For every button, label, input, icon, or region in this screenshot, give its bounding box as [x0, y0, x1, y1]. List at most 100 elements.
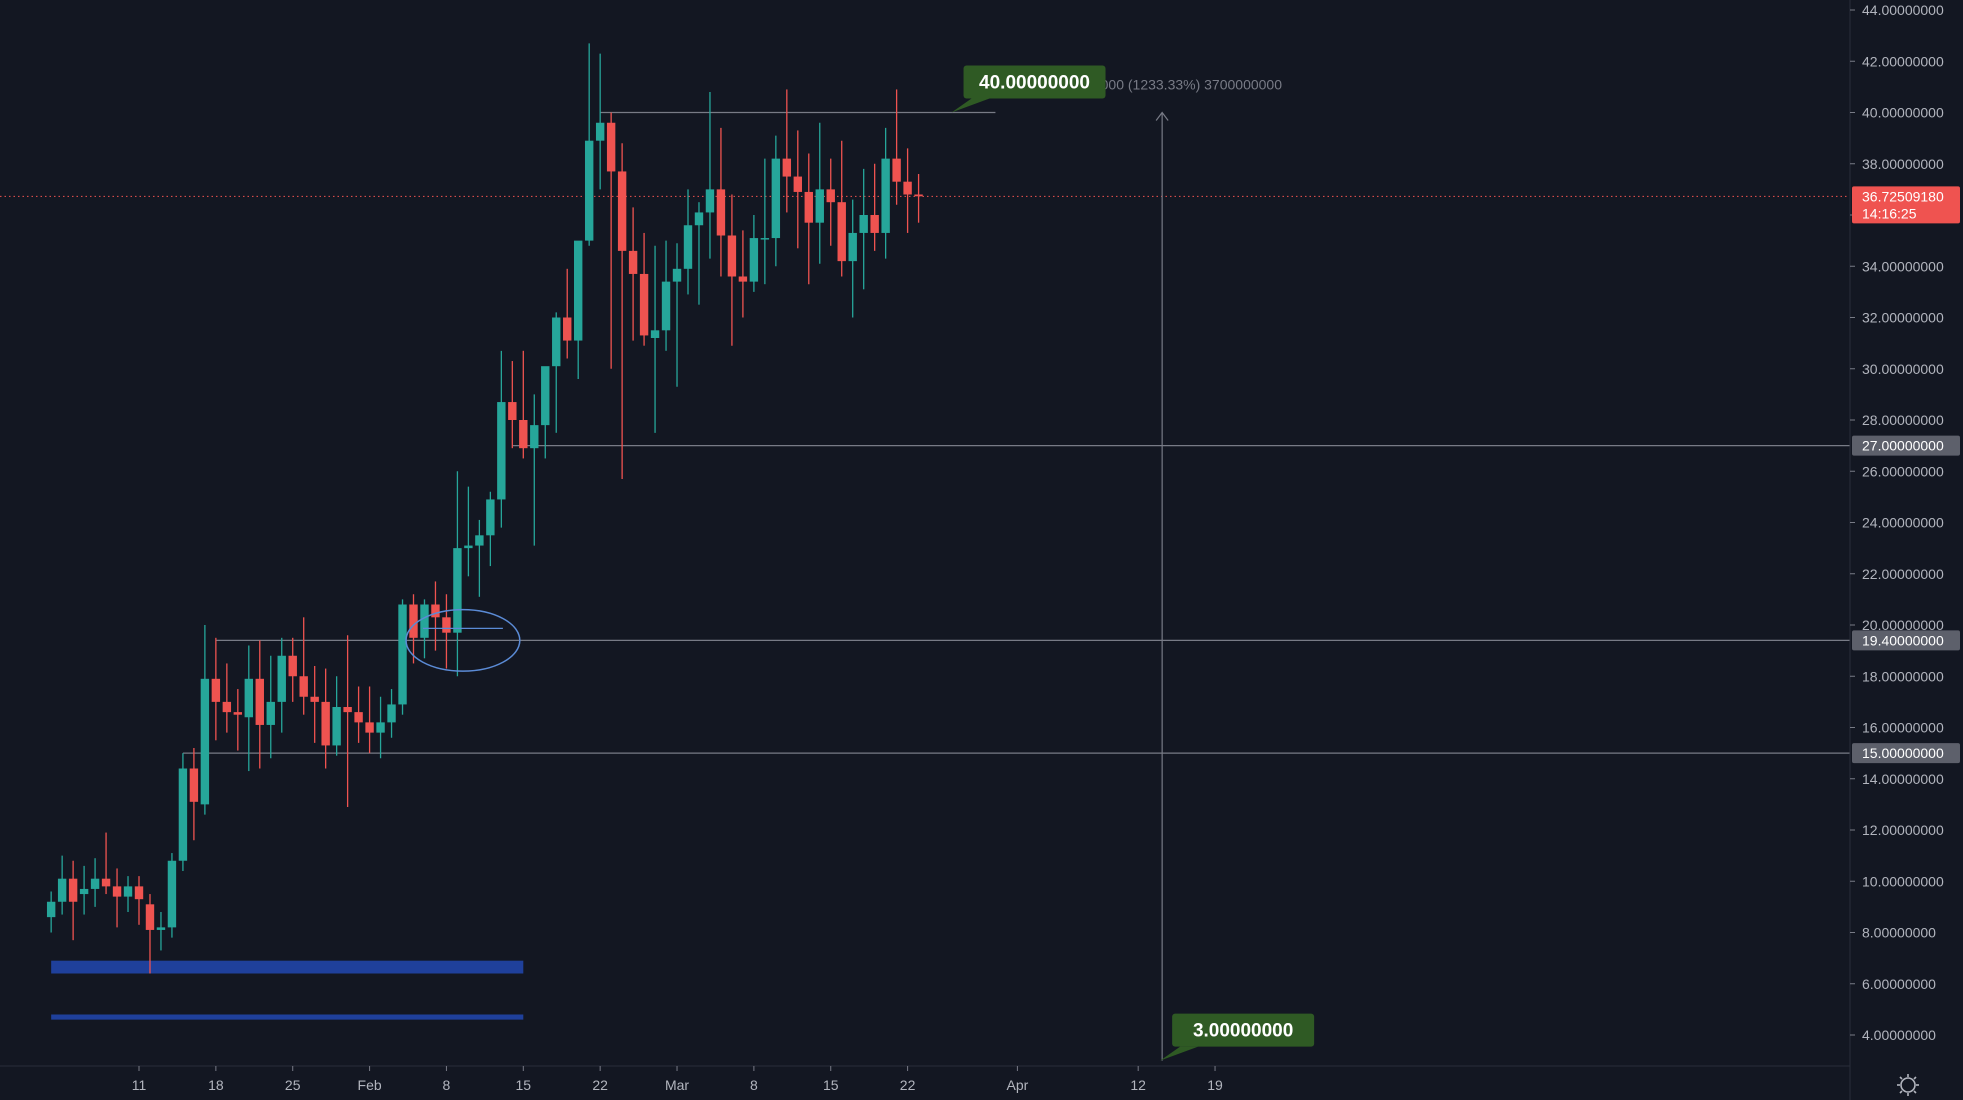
candle-2021-03-08[interactable]	[749, 215, 759, 292]
candle-2021-03-05[interactable]	[716, 127, 726, 277]
candle-2021-03-12[interactable]	[793, 130, 802, 249]
candle-2021-02-24[interactable]	[617, 143, 627, 479]
candle-2021-01-05[interactable]	[68, 860, 78, 941]
candle-2021-03-06[interactable]	[727, 194, 737, 346]
target-label-box	[1172, 1013, 1315, 1047]
candle-2021-02-08[interactable]	[442, 594, 451, 669]
candle-2021-03-07[interactable]	[738, 230, 748, 318]
candle-2021-01-23[interactable]	[266, 655, 275, 759]
candle-2021-01-26[interactable]	[299, 617, 308, 715]
candle-2021-03-09[interactable]	[760, 158, 770, 285]
candle-2021-01-24[interactable]	[277, 637, 286, 733]
breakout-ellipse[interactable]	[405, 608, 521, 672]
candle-2021-03-02[interactable]	[683, 189, 693, 295]
candle-2021-02-28[interactable]	[661, 240, 671, 351]
target-label-1[interactable]: 40.00000000	[951, 65, 1106, 113]
candle-2021-02-03[interactable]	[387, 689, 396, 738]
candle-body	[584, 140, 594, 241]
candle-2021-01-29[interactable]	[332, 676, 341, 756]
candle-2021-01-25[interactable]	[288, 637, 297, 702]
candle-2021-02-13[interactable]	[497, 350, 506, 528]
target-label-2[interactable]: 3.00000000	[1160, 1013, 1315, 1061]
candle-2021-01-31[interactable]	[354, 686, 363, 743]
gear-icon[interactable]	[1900, 1077, 1916, 1093]
candle-2021-02-26[interactable]	[639, 232, 649, 346]
x-tick-label: 11	[132, 1077, 147, 1093]
candle-2021-01-07[interactable]	[90, 858, 100, 907]
candle-2021-01-12[interactable]	[145, 894, 155, 974]
candle-2021-01-28[interactable]	[321, 668, 330, 769]
candle-2021-02-14[interactable]	[508, 361, 517, 449]
candle-2021-02-22[interactable]	[595, 53, 605, 190]
candle-2021-01-04[interactable]	[57, 855, 67, 915]
candle-2021-03-13[interactable]	[804, 153, 813, 285]
candle-2021-03-01[interactable]	[672, 243, 682, 387]
candle-body	[178, 768, 188, 861]
candle-2021-02-11[interactable]	[475, 519, 484, 597]
candle-2021-01-11[interactable]	[134, 876, 144, 925]
candle-2021-01-22[interactable]	[255, 640, 264, 769]
candle-2021-03-11[interactable]	[782, 89, 792, 213]
candle-2021-01-14[interactable]	[167, 853, 177, 938]
candle-2021-02-09[interactable]	[453, 471, 462, 677]
candle-2021-02-02[interactable]	[376, 696, 385, 759]
y-tick-label: 42.00000000	[1862, 53, 1944, 69]
candle-2021-02-17[interactable]	[541, 366, 550, 459]
level-tag-2[interactable]: 27.00000000	[1852, 435, 1960, 456]
candle-2021-03-04[interactable]	[705, 92, 715, 259]
candle-2021-02-07[interactable]	[431, 581, 440, 651]
candle-2021-02-15[interactable]	[519, 350, 528, 459]
candle-2021-02-16[interactable]	[530, 394, 539, 546]
candle-2021-03-17[interactable]	[848, 199, 857, 318]
candle-body	[167, 860, 177, 928]
candle-2021-03-19[interactable]	[870, 163, 879, 251]
candle-2021-01-16[interactable]	[189, 748, 199, 841]
candle-2021-01-03[interactable]	[46, 891, 56, 933]
candle-2021-01-19[interactable]	[222, 663, 232, 733]
candle-2021-03-16[interactable]	[837, 140, 846, 277]
candle-body	[837, 202, 846, 262]
candle-2021-03-10[interactable]	[771, 135, 781, 267]
candle-2021-03-18[interactable]	[859, 168, 868, 290]
candle-2021-03-20[interactable]	[881, 127, 890, 259]
candle-2021-01-18[interactable]	[211, 637, 221, 741]
candle-2021-01-10[interactable]	[123, 876, 133, 912]
candle-2021-01-15[interactable]	[178, 753, 188, 871]
candle-2021-02-01[interactable]	[365, 686, 374, 754]
level-tag-4[interactable]: 15.00000000	[1852, 743, 1960, 764]
candle-2021-02-21[interactable]	[584, 43, 594, 246]
candle-body	[595, 122, 605, 141]
candle-2021-01-13[interactable]	[156, 912, 166, 951]
candle-2021-01-17[interactable]	[200, 625, 210, 815]
candle-2021-03-22[interactable]	[903, 148, 912, 233]
candle-2021-02-27[interactable]	[650, 245, 660, 433]
candle-2021-03-03[interactable]	[694, 202, 704, 305]
candle-2021-03-15[interactable]	[826, 158, 835, 246]
candle-2021-01-20[interactable]	[233, 689, 243, 751]
candle-2021-03-21[interactable]	[892, 89, 901, 205]
candle-2021-02-04[interactable]	[398, 599, 407, 715]
candle-2021-02-12[interactable]	[486, 491, 495, 567]
candle-2021-02-25[interactable]	[628, 207, 638, 341]
candle-2021-01-09[interactable]	[112, 868, 122, 928]
candle-2021-03-23[interactable]	[914, 174, 923, 223]
candle-2021-01-30[interactable]	[343, 635, 352, 807]
level-tag-3[interactable]: 19.40000000	[1852, 630, 1960, 651]
candle-2021-01-08[interactable]	[101, 832, 111, 895]
candle-2021-02-18[interactable]	[552, 312, 561, 433]
candle-2021-01-21[interactable]	[244, 645, 253, 772]
candle-2021-02-20[interactable]	[574, 240, 583, 379]
candle-2021-02-05[interactable]	[409, 594, 418, 664]
candle-2021-01-27[interactable]	[310, 666, 319, 743]
candle-2021-02-19[interactable]	[563, 268, 572, 359]
settings-icon-wrap[interactable]	[1897, 1074, 1919, 1096]
level-tag-text: 19.40000000	[1862, 632, 1944, 648]
candle-body	[497, 402, 506, 500]
candle-body	[57, 878, 67, 902]
candle-2021-02-23[interactable]	[606, 112, 616, 369]
candle-2021-01-06[interactable]	[79, 865, 89, 915]
candle-2021-03-14[interactable]	[815, 122, 824, 264]
candle-2021-02-10[interactable]	[464, 486, 473, 577]
